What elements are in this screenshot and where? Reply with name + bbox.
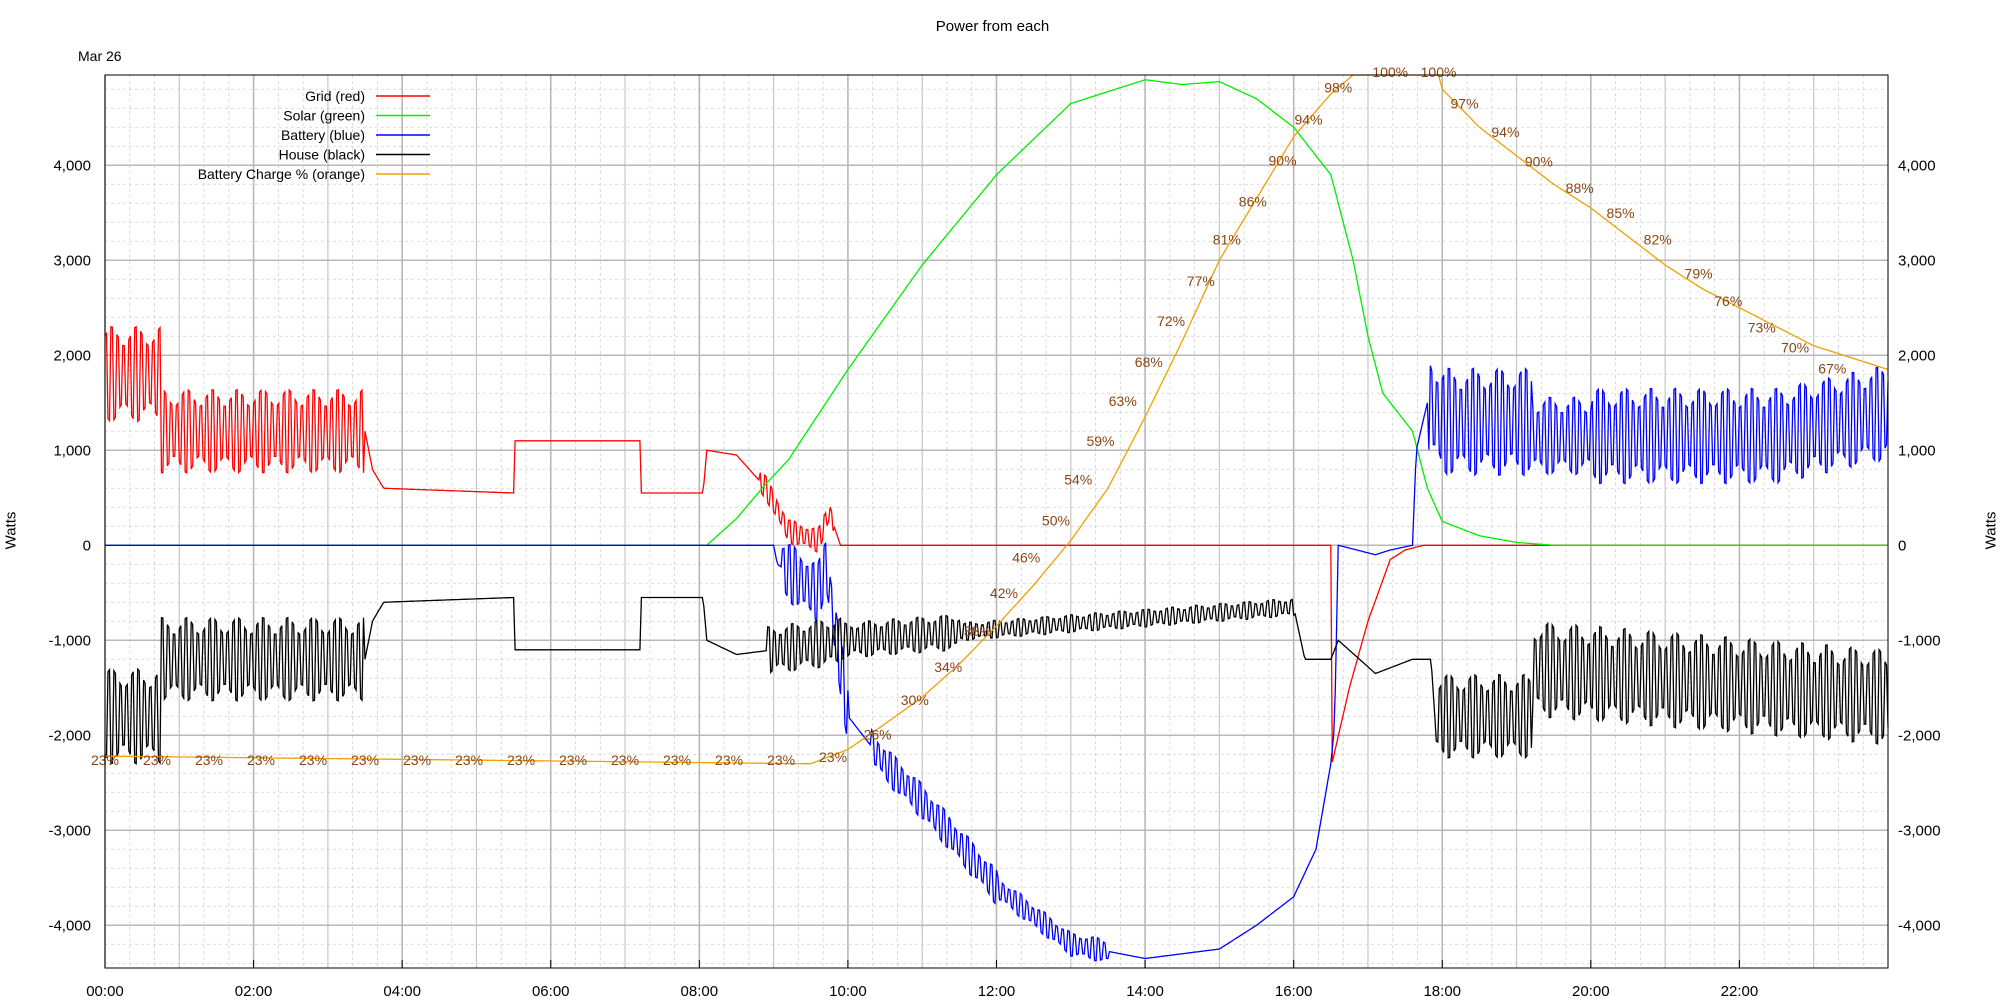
x-tick-label: 08:00 — [681, 983, 719, 1000]
y-tick-label-left: 4,000 — [53, 157, 91, 174]
x-tick-label: 20:00 — [1572, 983, 1610, 1000]
charge-percent-label: 77% — [1187, 273, 1215, 289]
charge-percent-label: 63% — [1109, 393, 1137, 409]
charge-percent-label: 85% — [1607, 205, 1635, 221]
x-tick-label: 16:00 — [1275, 983, 1313, 1000]
charge-percent-label: 34% — [934, 659, 962, 675]
charge-percent-label: 94% — [1295, 112, 1323, 128]
legend-label: Solar (green) — [283, 108, 365, 124]
charge-percent-label: 90% — [1525, 153, 1553, 169]
y-tick-label-left: -3,000 — [48, 822, 91, 839]
charge-percent-label: 97% — [1451, 96, 1479, 112]
charge-percent-label: 68% — [1135, 354, 1163, 370]
chart-title: Power from each — [935, 18, 1050, 35]
y-tick-label-left: -1,000 — [48, 632, 91, 649]
charge-percent-label: 23% — [455, 752, 483, 768]
x-tick-label: 18:00 — [1423, 983, 1461, 1000]
y-tick-label-left: 0 — [83, 537, 91, 554]
charge-percent-label: 79% — [1685, 266, 1713, 282]
charge-percent-label: 30% — [901, 692, 929, 708]
charge-percent-label: 23% — [819, 749, 847, 765]
x-tick-label: 22:00 — [1721, 983, 1759, 1000]
x-tick-label: 00:00 — [86, 983, 124, 1000]
charge-percent-label: 88% — [1566, 180, 1594, 196]
charge-percent-label: 26% — [864, 726, 892, 742]
date-label: Mar 26 — [78, 48, 122, 64]
legend-label: Battery (blue) — [281, 127, 365, 143]
x-tick-label: 02:00 — [235, 983, 273, 1000]
y-tick-label-right: 4,000 — [1898, 157, 1936, 174]
charge-percent-label: 23% — [247, 752, 275, 768]
y-tick-label-right: 0 — [1898, 537, 1906, 554]
charge-percent-label: 59% — [1086, 433, 1114, 449]
y-tick-label-left: 1,000 — [53, 442, 91, 459]
y-tick-label-left: -2,000 — [48, 727, 91, 744]
charge-percent-label: 82% — [1644, 231, 1672, 247]
charge-percent-label: 90% — [1269, 153, 1297, 169]
x-tick-label: 10:00 — [829, 983, 867, 1000]
charge-percent-label: 72% — [1157, 313, 1185, 329]
charge-percent-label: 54% — [1064, 472, 1092, 488]
charge-percent-label: 23% — [143, 752, 171, 768]
y-tick-label-left: -4,000 — [48, 917, 91, 934]
legend-label: Grid (red) — [305, 88, 365, 104]
y-tick-label-right: 2,000 — [1898, 347, 1936, 364]
charge-percent-label: 23% — [195, 752, 223, 768]
charge-percent-label: 46% — [1012, 550, 1040, 566]
charge-percent-label: 81% — [1213, 231, 1241, 247]
series-line-2 — [105, 365, 1889, 962]
charge-percent-label: 94% — [1491, 124, 1519, 140]
legend-label: Battery Charge % (orange) — [198, 166, 365, 182]
charge-percent-label: 50% — [1042, 513, 1070, 529]
y-tick-label-left: 2,000 — [53, 347, 91, 364]
charge-percent-label: 23% — [351, 752, 379, 768]
charge-percent-label: 76% — [1714, 293, 1742, 309]
y-tick-label-right: 1,000 — [1898, 442, 1936, 459]
charge-percent-label: 73% — [1748, 320, 1776, 336]
y-tick-label-right: -1,000 — [1898, 632, 1941, 649]
charge-percent-label: 23% — [507, 752, 535, 768]
charge-percent-label: 98% — [1324, 79, 1352, 95]
x-tick-label: 04:00 — [383, 983, 421, 1000]
charge-percent-label: 38% — [964, 623, 992, 639]
x-tick-label: 12:00 — [978, 983, 1016, 1000]
x-tick-label: 06:00 — [532, 983, 570, 1000]
charge-percent-label: 86% — [1239, 193, 1267, 209]
charge-percent-label: 42% — [990, 585, 1018, 601]
y-tick-label-right: -3,000 — [1898, 822, 1941, 839]
charge-percent-label: 23% — [611, 752, 639, 768]
charge-percent-label: 23% — [403, 752, 431, 768]
charge-percent-label: 100% — [1421, 64, 1457, 80]
series-line-4 — [104, 74, 1889, 765]
series-line-3 — [104, 596, 1889, 765]
y-tick-label-right: 3,000 — [1898, 252, 1936, 269]
y-tick-label-left: 3,000 — [53, 252, 91, 269]
charge-percent-label: 23% — [663, 752, 691, 768]
charge-percent-label: 23% — [767, 752, 795, 768]
charge-percent-label: 23% — [715, 752, 743, 768]
charge-percent-label: 23% — [299, 752, 327, 768]
y-tick-label-right: -2,000 — [1898, 727, 1941, 744]
charge-percent-label: 23% — [559, 752, 587, 768]
charge-percent-label: 67% — [1818, 361, 1846, 377]
y-tick-label-right: -4,000 — [1898, 917, 1941, 934]
charge-percent-label: 70% — [1781, 340, 1809, 356]
legend-label: House (black) — [279, 147, 365, 163]
plot-frame — [104, 74, 1889, 969]
x-tick-label: 14:00 — [1126, 983, 1164, 1000]
charge-percent-label: 100% — [1372, 64, 1408, 80]
